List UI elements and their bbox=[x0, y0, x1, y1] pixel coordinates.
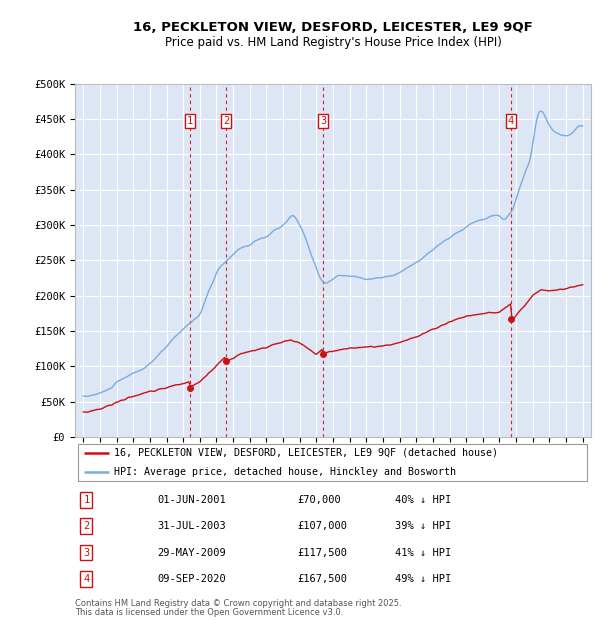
Text: £70,000: £70,000 bbox=[297, 495, 341, 505]
Text: 4: 4 bbox=[508, 116, 514, 126]
Text: £117,500: £117,500 bbox=[297, 547, 347, 557]
Text: 2: 2 bbox=[83, 521, 89, 531]
Text: Contains HM Land Registry data © Crown copyright and database right 2025.: Contains HM Land Registry data © Crown c… bbox=[75, 599, 401, 608]
Text: £107,000: £107,000 bbox=[297, 521, 347, 531]
Text: HPI: Average price, detached house, Hinckley and Bosworth: HPI: Average price, detached house, Hinc… bbox=[114, 467, 456, 477]
Text: 16, PECKLETON VIEW, DESFORD, LEICESTER, LE9 9QF: 16, PECKLETON VIEW, DESFORD, LEICESTER, … bbox=[133, 21, 533, 33]
Text: 1: 1 bbox=[187, 116, 193, 126]
Text: £167,500: £167,500 bbox=[297, 574, 347, 584]
Text: 3: 3 bbox=[83, 547, 89, 557]
Text: 16, PECKLETON VIEW, DESFORD, LEICESTER, LE9 9QF (detached house): 16, PECKLETON VIEW, DESFORD, LEICESTER, … bbox=[114, 448, 498, 458]
Text: 49% ↓ HPI: 49% ↓ HPI bbox=[395, 574, 451, 584]
Text: 01-JUN-2001: 01-JUN-2001 bbox=[158, 495, 226, 505]
Text: 39% ↓ HPI: 39% ↓ HPI bbox=[395, 521, 451, 531]
Text: 1: 1 bbox=[83, 495, 89, 505]
Text: This data is licensed under the Open Government Licence v3.0.: This data is licensed under the Open Gov… bbox=[75, 608, 343, 617]
Text: 09-SEP-2020: 09-SEP-2020 bbox=[158, 574, 226, 584]
FancyBboxPatch shape bbox=[77, 444, 587, 480]
Text: Price paid vs. HM Land Registry's House Price Index (HPI): Price paid vs. HM Land Registry's House … bbox=[164, 36, 502, 48]
Text: 40% ↓ HPI: 40% ↓ HPI bbox=[395, 495, 451, 505]
Text: 2: 2 bbox=[223, 116, 229, 126]
Text: 31-JUL-2003: 31-JUL-2003 bbox=[158, 521, 226, 531]
Text: 29-MAY-2009: 29-MAY-2009 bbox=[158, 547, 226, 557]
Text: 41% ↓ HPI: 41% ↓ HPI bbox=[395, 547, 451, 557]
Text: 4: 4 bbox=[83, 574, 89, 584]
Text: 3: 3 bbox=[320, 116, 326, 126]
